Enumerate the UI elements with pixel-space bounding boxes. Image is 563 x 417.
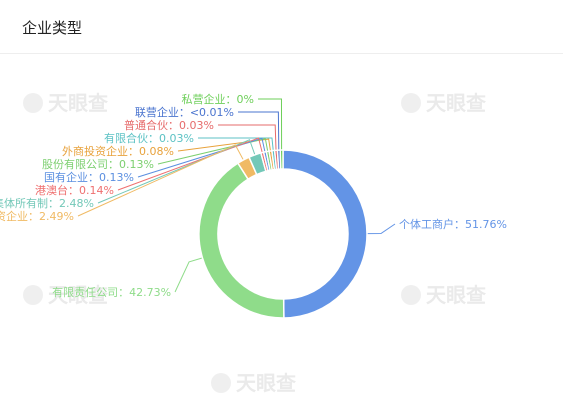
watermark-text: 天眼查 [48, 91, 108, 115]
watermark-text: 天眼查 [48, 283, 108, 307]
slice-label-4: 港澳台：0.14% [35, 183, 114, 197]
slice-label-8: 有限合伙：0.03% [104, 131, 194, 145]
slice-label-10: 联营企业：<0.01% [135, 105, 234, 119]
label-lines [77, 98, 396, 293]
donut-slices [198, 149, 368, 319]
leader-line-3 [97, 139, 256, 204]
slice-label-1: 有限责任公司：42.73% [52, 285, 171, 299]
panel-title: 企业类型 [22, 19, 83, 37]
watermark-text: 天眼查 [426, 283, 486, 307]
slice-11 [279, 149, 284, 170]
watermark-logo-3: 天眼查 [401, 283, 486, 307]
watermark-logo-4: 天眼查 [211, 371, 296, 395]
leader-line-8 [198, 137, 274, 151]
watermark-text: 天眼查 [236, 371, 296, 395]
leader-line-1 [174, 257, 203, 293]
leader-line-2 [77, 144, 244, 217]
slice-1 [198, 162, 285, 319]
leader-line-7 [177, 138, 271, 152]
leader-line-4 [117, 137, 263, 191]
leader-line-5 [137, 137, 266, 178]
panel-header: 企业类型 [0, 0, 563, 54]
watermark-logo-0: 天眼查 [23, 91, 108, 115]
slice-label-7: 外商投资企业：0.08% [62, 144, 174, 158]
watermark-logo-1: 天眼查 [401, 91, 486, 115]
leader-line-11 [258, 98, 283, 151]
slice-0 [282, 149, 368, 319]
slice-label-9: 普通合伙：0.03% [124, 118, 214, 132]
leader-line-0 [366, 223, 396, 235]
slice-labels: 私营企业：0%联营企业：<0.01%普通合伙：0.03%有限合伙：0.03%外商… [0, 92, 507, 299]
slice-label-6: 股份有限公司：0.13% [42, 157, 154, 171]
slice-label-3: 集体所有制：2.48% [0, 196, 94, 210]
slice-label-2: 个人独资企业：2.49% [0, 209, 74, 223]
leader-line-6 [157, 138, 269, 165]
slice-label-5: 国有企业：0.13% [44, 170, 134, 184]
leader-line-9 [218, 124, 277, 151]
watermark-logo-2: 天眼查 [23, 283, 108, 307]
slice-label-0: 个体工商户：51.76% [399, 217, 507, 231]
leader-line-10 [238, 111, 280, 151]
slice-label-11: 私营企业：0% [182, 92, 254, 106]
watermark-text: 天眼查 [426, 91, 486, 115]
